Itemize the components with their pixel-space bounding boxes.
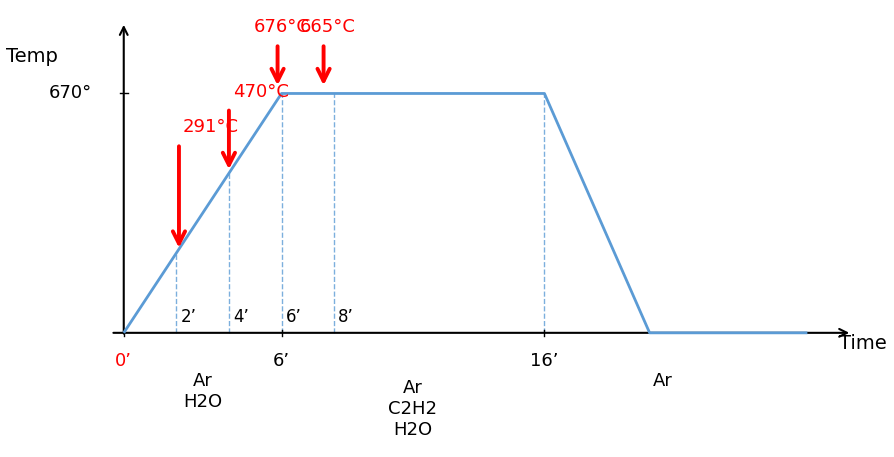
Text: 8’: 8’ — [338, 308, 354, 326]
Text: 6’: 6’ — [285, 308, 301, 326]
Text: 676°C: 676°C — [254, 18, 310, 36]
Text: Ar
C2H2
H2O: Ar C2H2 H2O — [389, 379, 437, 439]
Text: 6’: 6’ — [273, 352, 290, 371]
Text: 0’: 0’ — [115, 352, 132, 371]
Text: 2’: 2’ — [181, 308, 197, 326]
Text: Ar
H2O: Ar H2O — [183, 372, 223, 411]
Text: 4’: 4’ — [232, 308, 249, 326]
Text: Temp: Temp — [6, 47, 58, 66]
Text: 16’: 16’ — [530, 352, 559, 371]
Text: Time: Time — [839, 334, 887, 353]
Text: 665°C: 665°C — [299, 18, 356, 36]
Text: 670°: 670° — [49, 85, 92, 102]
Text: 291°C: 291°C — [183, 118, 239, 136]
Text: 470°C: 470°C — [232, 83, 289, 101]
Text: Ar: Ar — [653, 372, 672, 390]
